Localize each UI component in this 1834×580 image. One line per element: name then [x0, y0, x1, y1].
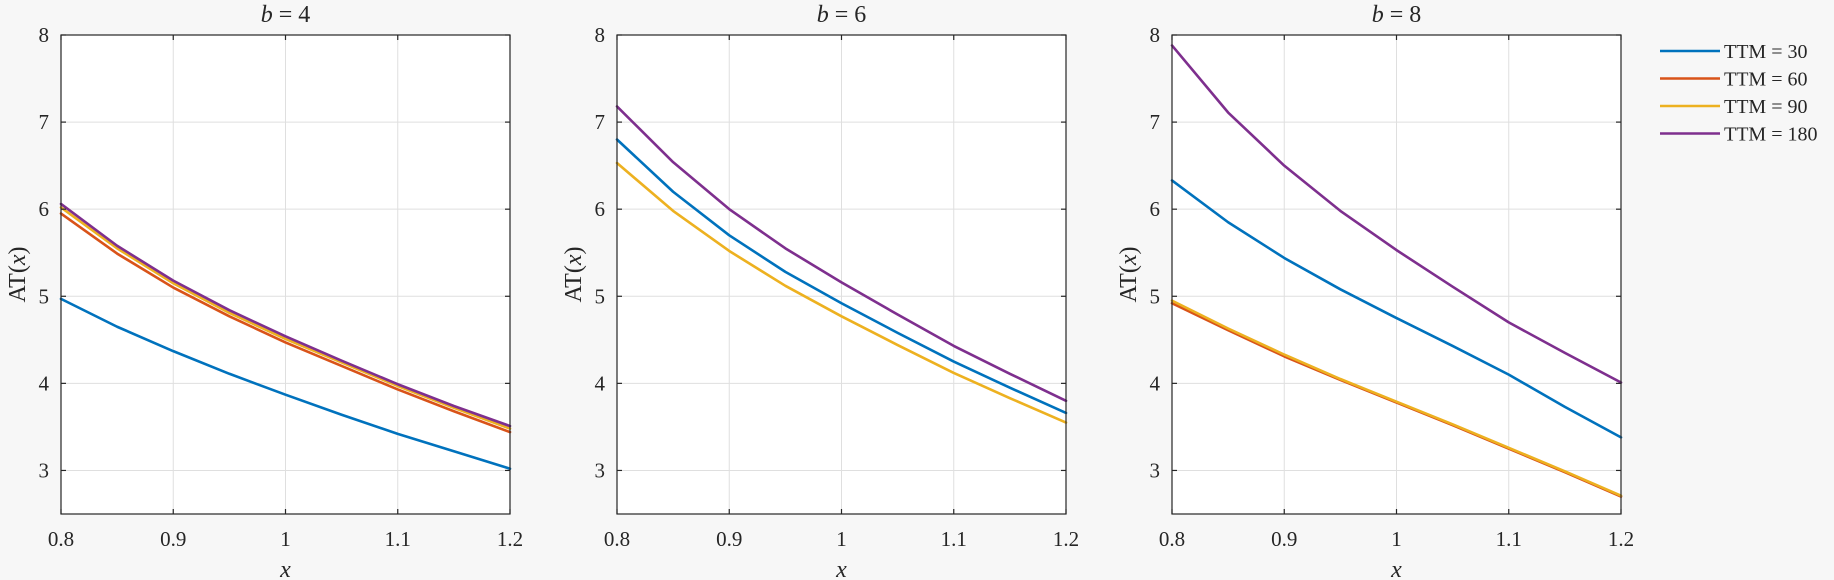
series-line-ttm-60 — [59, 212, 512, 434]
y-tick-label: 7 — [39, 110, 50, 134]
y-label-close: ) — [5, 247, 31, 255]
title-variable: b — [261, 2, 273, 28]
y-tick-label: 7 — [595, 110, 606, 134]
y-label-text: AT( — [5, 265, 31, 302]
chart-title: b = 8 — [1372, 2, 1422, 28]
y-tick-label: 7 — [1150, 110, 1161, 134]
title-variable: b — [817, 2, 829, 28]
y-label-close: ) — [1116, 247, 1142, 255]
x-tick-label: 0.8 — [1159, 527, 1185, 551]
y-tick-label: 4 — [39, 371, 50, 395]
title-value: = 6 — [829, 2, 867, 28]
y-tick-label: 4 — [1150, 371, 1161, 395]
x-axis-label: x — [279, 557, 291, 580]
x-tick-label: 1 — [1391, 527, 1402, 551]
x-tick-label: 0.8 — [604, 527, 630, 551]
y-label-variable: x — [561, 254, 587, 266]
series-line-ttm-180 — [615, 105, 1068, 403]
y-tick-label: 8 — [595, 23, 606, 47]
y-axis-label: AT(x) — [561, 247, 587, 303]
x-tick-label: 1.2 — [497, 527, 523, 551]
x-tick-label: 1 — [836, 527, 847, 551]
y-tick-label: 5 — [595, 284, 606, 308]
y-label-text: AT( — [561, 265, 587, 302]
chart-title: b = 6 — [817, 2, 867, 28]
legend-label: TTM = 60 — [1724, 69, 1808, 91]
title-value: = 4 — [273, 2, 311, 28]
title-value: = 8 — [1384, 2, 1422, 28]
x-tick-label: 0.9 — [1271, 527, 1297, 551]
x-tick-label: 0.9 — [160, 527, 186, 551]
y-tick-label: 6 — [1150, 197, 1161, 221]
series-line-ttm-30 — [59, 297, 512, 471]
x-axis-label: x — [1390, 557, 1402, 580]
x-tick-label: 1.2 — [1608, 527, 1634, 551]
x-tick-label: 1 — [280, 527, 291, 551]
y-label-variable: x — [1116, 254, 1142, 266]
x-tick-label: 1.1 — [385, 527, 411, 551]
series-line-ttm-90 — [1170, 299, 1623, 498]
title-variable: b — [1372, 2, 1384, 28]
y-tick-label: 3 — [39, 458, 50, 482]
y-tick-label: 6 — [39, 197, 50, 221]
y-tick-label: 3 — [595, 458, 606, 482]
legend-label: TTM = 90 — [1724, 96, 1808, 118]
y-tick-label: 8 — [1150, 23, 1161, 47]
chart-title: b = 4 — [261, 2, 311, 28]
y-tick-label: 6 — [595, 197, 606, 221]
y-tick-label: 3 — [1150, 458, 1161, 482]
series-line-ttm-180 — [59, 202, 512, 428]
legend-label: TTM = 30 — [1724, 41, 1808, 63]
series-line-ttm-90 — [59, 206, 512, 430]
y-tick-label: 5 — [39, 284, 50, 308]
x-axis-label: x — [835, 557, 847, 580]
y-tick-label: 4 — [595, 371, 606, 395]
x-tick-label: 1.2 — [1053, 527, 1079, 551]
y-label-close: ) — [561, 247, 587, 255]
y-label-text: AT( — [1116, 265, 1142, 302]
series-line-ttm-90 — [615, 161, 1068, 424]
series-line-ttm-30 — [615, 138, 1068, 415]
x-tick-label: 1.1 — [941, 527, 967, 551]
y-tick-label: 8 — [39, 23, 50, 47]
y-tick-label: 5 — [1150, 284, 1161, 308]
x-tick-label: 0.8 — [48, 527, 74, 551]
legend-label: TTM = 180 — [1724, 124, 1818, 146]
series-line-ttm-180 — [1170, 44, 1623, 384]
x-tick-label: 1.1 — [1496, 527, 1522, 551]
x-tick-label: 0.9 — [716, 527, 742, 551]
y-label-variable: x — [5, 254, 31, 266]
legend: TTM = 30 TTM = 60 TTM = 90 TTM = 180 — [1660, 41, 1818, 146]
y-axis-label: AT(x) — [5, 247, 31, 303]
series-line-ttm-30 — [1170, 179, 1623, 439]
y-axis-label: AT(x) — [1116, 247, 1142, 303]
